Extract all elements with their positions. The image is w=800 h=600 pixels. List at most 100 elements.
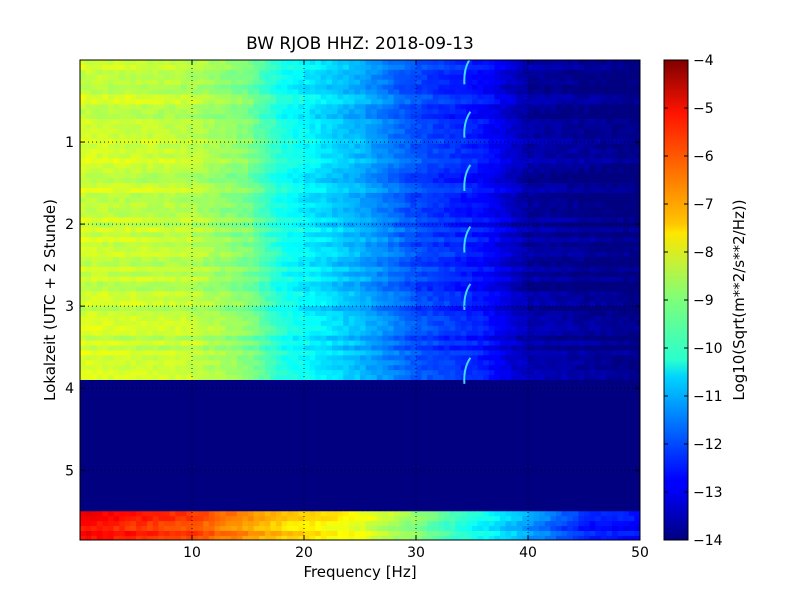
- heatmap-cell: [550, 271, 557, 278]
- heatmap-cell: [281, 261, 288, 268]
- heatmap-cell: [242, 114, 249, 120]
- heatmap-cell: [259, 217, 266, 223]
- heatmap-cell: [169, 286, 176, 292]
- heatmap-cell: [472, 163, 478, 169]
- heatmap-cell: [236, 202, 243, 209]
- heatmap-cell: [572, 60, 579, 66]
- heatmap-cell: [158, 158, 165, 164]
- heatmap-cell: [248, 124, 254, 130]
- heatmap-cell: [432, 153, 439, 159]
- heatmap-cell: [102, 94, 109, 100]
- heatmap-cell: [528, 212, 534, 218]
- heatmap-cell: [556, 173, 562, 179]
- heatmap-cell: [197, 158, 204, 164]
- heatmap-cell: [85, 296, 92, 302]
- heatmap-cell: [91, 133, 98, 140]
- heatmap-cell: [617, 197, 624, 204]
- heatmap-cell: [113, 124, 120, 130]
- heatmap-cell: [561, 252, 568, 258]
- heatmap-cell: [102, 99, 109, 105]
- heatmap-cell: [427, 178, 434, 184]
- heatmap-cell: [108, 84, 114, 90]
- heatmap-cell: [124, 69, 131, 76]
- heatmap-cell: [180, 138, 187, 145]
- heatmap-cell: [578, 168, 585, 174]
- heatmap-cell: [214, 89, 221, 95]
- heatmap-cell: [231, 158, 238, 164]
- heatmap-cell: [455, 301, 462, 307]
- heatmap-cell: [175, 222, 182, 228]
- heatmap-cell: [584, 163, 590, 169]
- heatmap-cell: [522, 222, 529, 228]
- heatmap-cell: [186, 183, 193, 189]
- heatmap-cell: [522, 173, 529, 179]
- heatmap-cell: [309, 124, 316, 130]
- heatmap-cell: [253, 89, 260, 95]
- heatmap-cell: [511, 301, 518, 307]
- heatmap-cell: [371, 261, 378, 268]
- heatmap-cell: [248, 178, 254, 184]
- heatmap-cell: [600, 247, 607, 253]
- heatmap-cell: [315, 286, 322, 292]
- heatmap-cell: [382, 128, 389, 135]
- heatmap-cell: [175, 138, 182, 145]
- heatmap-cell: [136, 79, 142, 86]
- heatmap-cell: [225, 163, 232, 169]
- heatmap-cell: [528, 119, 534, 125]
- heatmap-cell: [276, 124, 282, 130]
- heatmap-cell: [382, 114, 389, 120]
- heatmap-cell: [404, 89, 411, 95]
- heatmap-cell: [113, 94, 120, 100]
- heatmap-cell: [444, 252, 450, 258]
- heatmap-cell: [231, 291, 238, 297]
- heatmap-cell: [533, 242, 540, 248]
- heatmap-cell: [371, 64, 378, 71]
- heatmap-cell: [147, 227, 154, 233]
- heatmap-cell: [248, 114, 254, 120]
- heatmap-cell: [483, 153, 490, 159]
- heatmap-cell: [466, 256, 473, 263]
- heatmap-cell: [309, 89, 316, 95]
- heatmap-cell: [460, 222, 467, 228]
- heatmap-cell: [119, 94, 126, 100]
- heatmap-cell: [623, 163, 630, 169]
- heatmap-cell: [533, 192, 540, 199]
- heatmap-cell: [561, 237, 568, 243]
- heatmap-cell: [578, 247, 585, 253]
- heatmap-cell: [382, 237, 389, 243]
- heatmap-cell: [231, 286, 238, 292]
- heatmap-cell: [567, 217, 574, 223]
- heatmap-cell: [225, 276, 232, 282]
- heatmap-cell: [516, 261, 523, 268]
- heatmap-cell: [584, 158, 590, 164]
- heatmap-cell: [556, 222, 562, 228]
- heatmap-cell: [158, 183, 165, 189]
- heatmap-cell: [315, 202, 322, 209]
- heatmap-cell: [371, 286, 378, 292]
- heatmap-cell: [376, 252, 383, 258]
- heatmap-cell: [343, 183, 350, 189]
- heatmap-cell: [376, 183, 383, 189]
- heatmap-cell: [432, 188, 439, 194]
- heatmap-cell: [371, 89, 378, 95]
- heatmap-cell: [505, 133, 512, 140]
- heatmap-cell: [276, 109, 282, 115]
- heatmap-cell: [533, 232, 540, 238]
- heatmap-cell: [393, 247, 400, 253]
- heatmap-cell: [91, 84, 98, 90]
- heatmap-cell: [236, 296, 243, 302]
- heatmap-cell: [572, 227, 579, 233]
- heatmap-cell: [343, 291, 350, 297]
- heatmap-cell: [438, 119, 445, 125]
- heatmap-cell: [371, 153, 378, 159]
- heatmap-cell: [449, 188, 456, 194]
- heatmap-cell: [365, 296, 372, 302]
- heatmap-cell: [225, 104, 232, 110]
- heatmap-cell: [455, 60, 462, 66]
- heatmap-cell: [147, 168, 154, 174]
- heatmap-cell: [421, 143, 428, 150]
- heatmap-cell: [404, 94, 411, 100]
- heatmap-cell: [91, 286, 98, 292]
- heatmap-cell: [578, 84, 585, 90]
- heatmap-cell: [365, 197, 372, 204]
